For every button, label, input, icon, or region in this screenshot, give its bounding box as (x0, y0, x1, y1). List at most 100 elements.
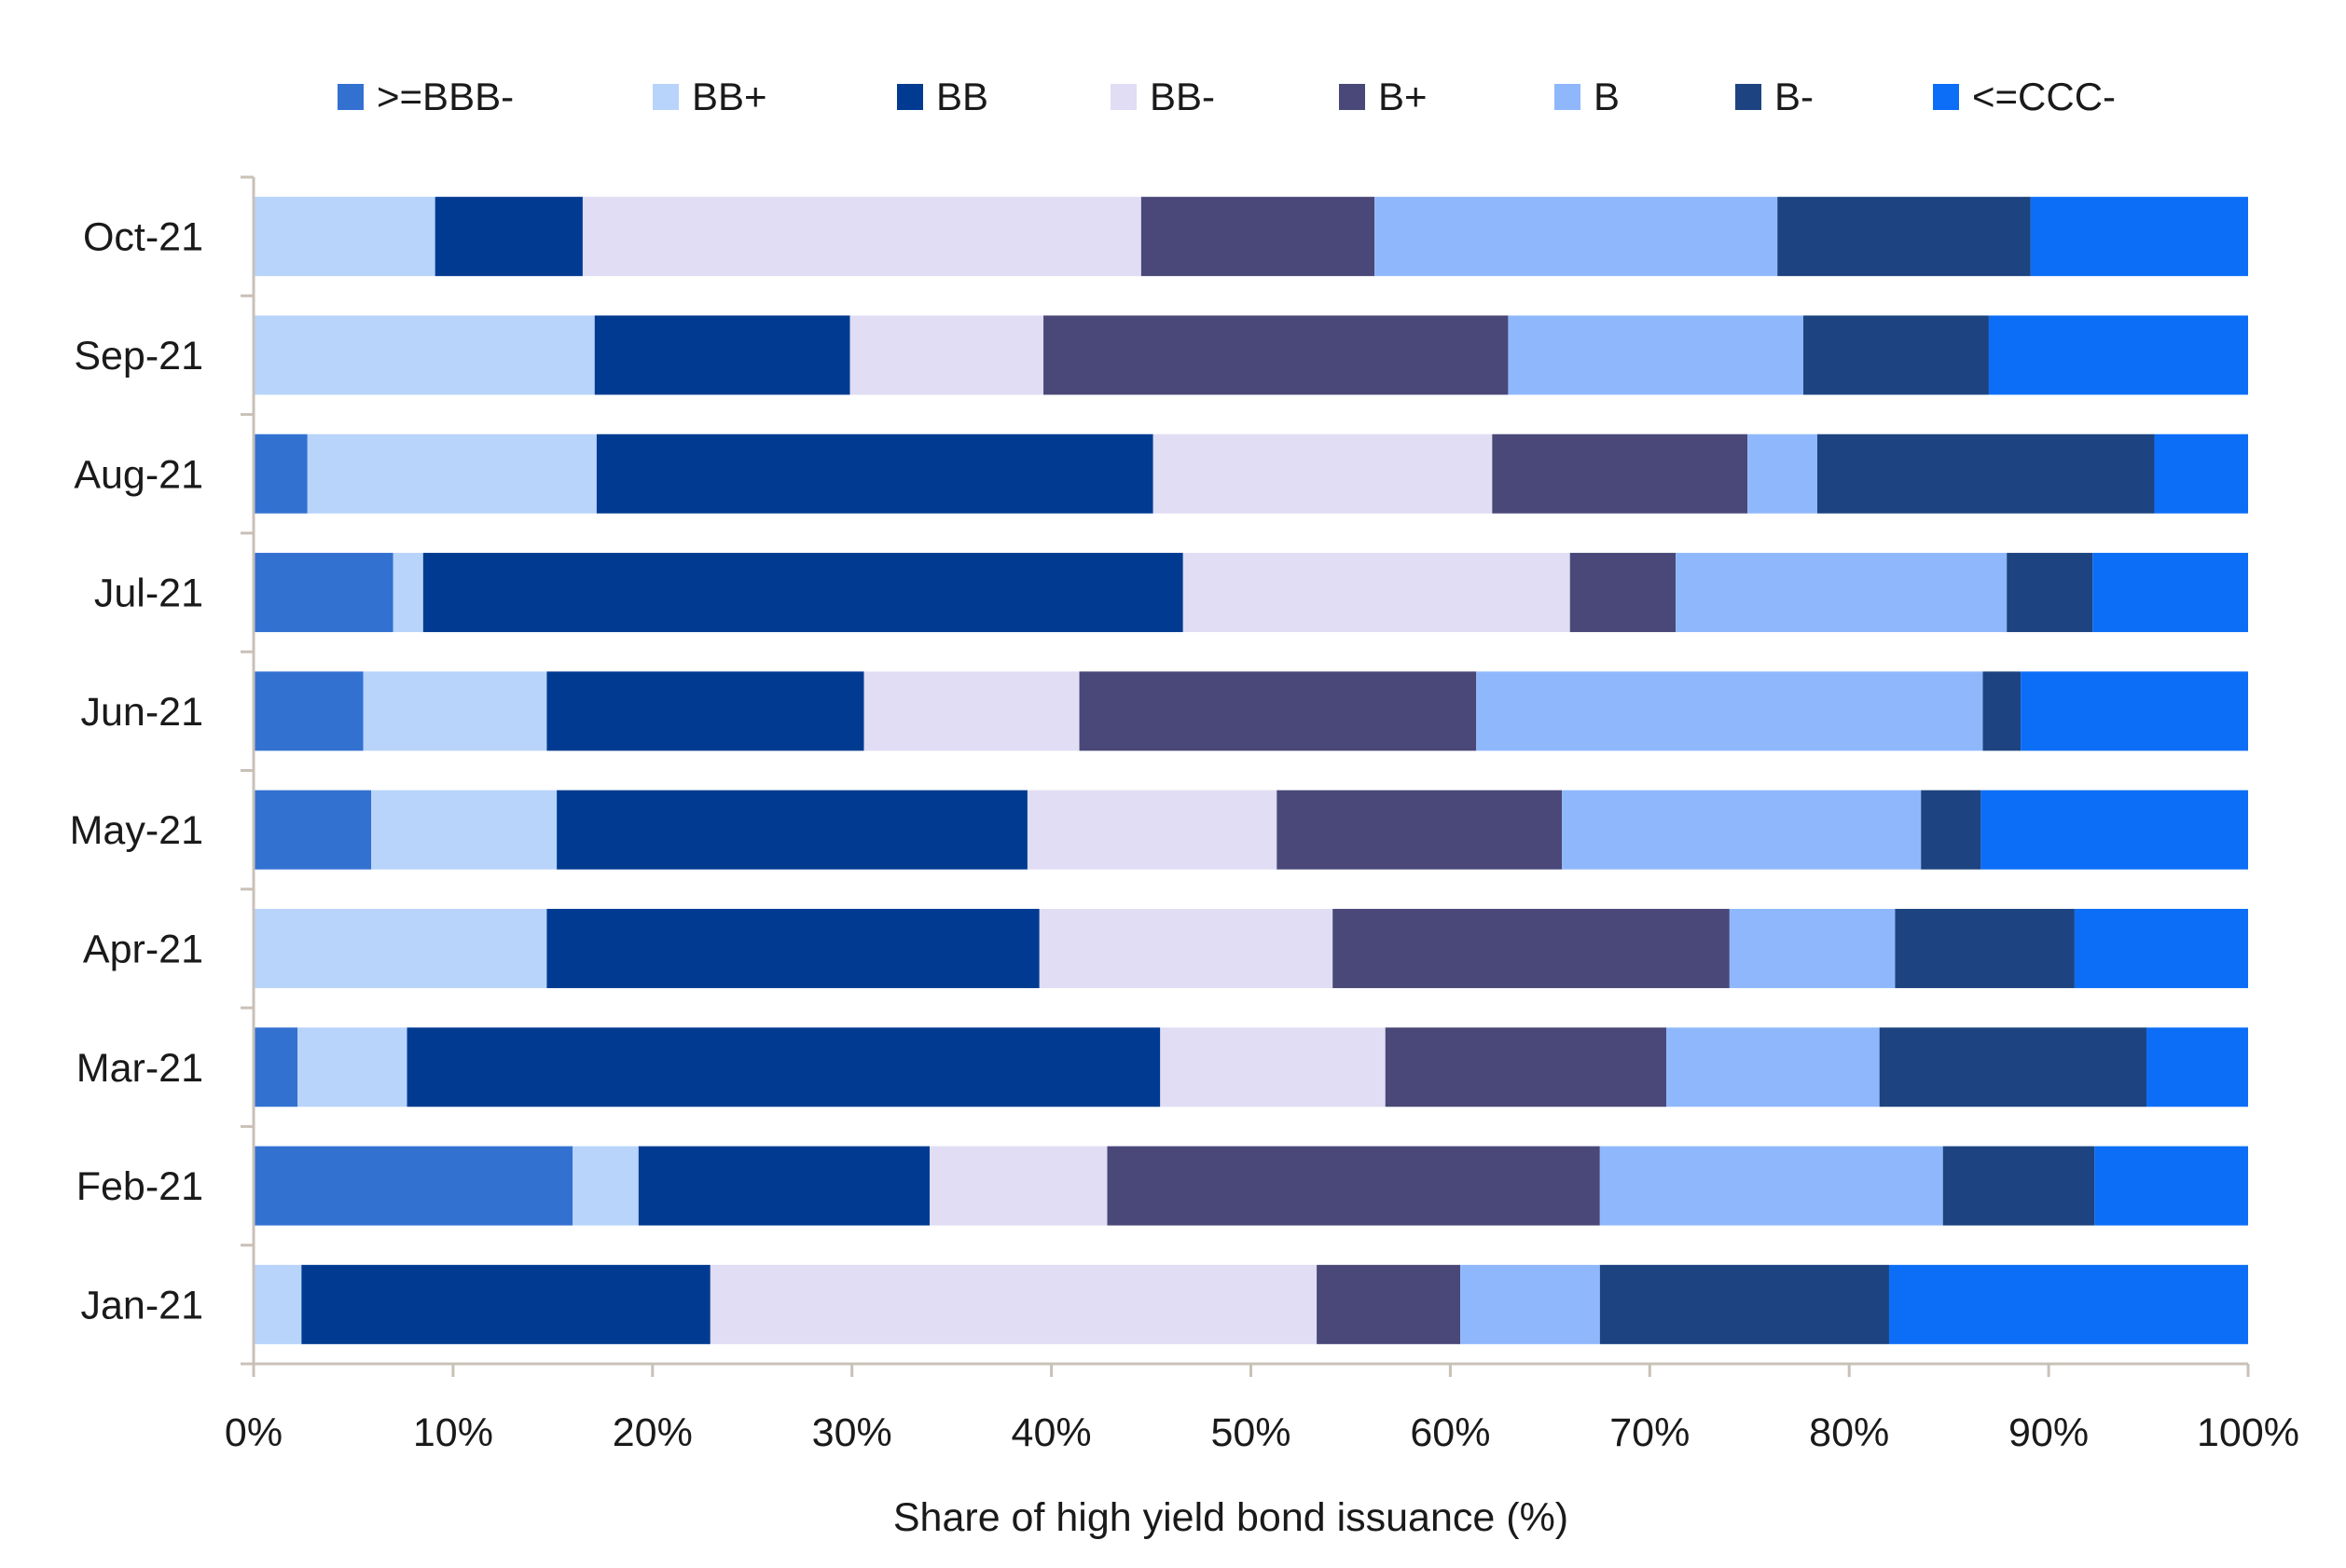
bar-segment (1569, 553, 1677, 633)
bar-segment (1027, 790, 1277, 870)
bar-segment (1374, 197, 1778, 277)
bar-segment (546, 908, 1040, 988)
category-label: Oct-21 (83, 215, 203, 260)
legend-swatch (1111, 84, 1137, 110)
bar-segment (254, 315, 595, 395)
bar-segment (254, 908, 547, 988)
bar-segment (307, 433, 597, 514)
bar-segment (1107, 1146, 1600, 1226)
bar-segment (849, 315, 1044, 395)
bar-segment (1182, 553, 1570, 633)
bar-segment (371, 790, 558, 870)
bar-segment (710, 1264, 1318, 1344)
bar-segment (546, 671, 864, 751)
bar-segment (2154, 433, 2248, 514)
x-tick-label: 30% (812, 1410, 892, 1455)
x-tick-label: 60% (1410, 1410, 1490, 1455)
legend-swatch (338, 84, 364, 110)
legend-label: <=CCC- (1972, 75, 2116, 118)
bar-segment (863, 671, 1080, 751)
bar-segment (1492, 433, 1748, 514)
bar-segment (596, 433, 1153, 514)
labels: Jan-21 Feb-21 Mar-21 Apr-21 May-21 Jun-21 Jul-… (70, 215, 2299, 1455)
category-label: Jul-21 (94, 571, 203, 616)
bar-segment (1676, 553, 2008, 633)
bar-segment (2007, 553, 2093, 633)
bar-segment (638, 1146, 931, 1226)
bar-segment (930, 1146, 1108, 1226)
legend-label: BB+ (692, 75, 767, 118)
bar-segment (1140, 197, 1375, 277)
legend-swatch (1339, 84, 1365, 110)
legend-swatch (897, 84, 923, 110)
bar-segment (1747, 433, 1817, 514)
bar-segment (1332, 908, 1730, 988)
bar-segment (1729, 908, 1896, 988)
bar-segment (1888, 1264, 2248, 1344)
bar-segment (1152, 433, 1493, 514)
bar-segment (1921, 790, 1981, 870)
bar-segment (1816, 433, 2155, 514)
bar-segment (1980, 790, 2248, 870)
bar-segment (1079, 671, 1477, 751)
bar-segment (1317, 1264, 1461, 1344)
bar-segment (557, 790, 1028, 870)
bar-segment (594, 315, 850, 395)
bar-segment (2030, 197, 2248, 277)
bar-segment (393, 553, 423, 633)
bar-segment (1803, 315, 1989, 395)
bar-segment (2074, 908, 2248, 988)
legend-swatch (1554, 84, 1580, 110)
bar-segment (435, 197, 583, 277)
axes (241, 175, 2250, 1377)
bar-segment (254, 433, 308, 514)
bar-segment (254, 1027, 298, 1107)
legend-label: BB- (1150, 75, 1215, 118)
bar-segment (1043, 315, 1509, 395)
bar-segment (1666, 1027, 1880, 1107)
bar-segment (2146, 1027, 2248, 1107)
legend-swatch (653, 84, 679, 110)
x-axis-title: Share of high yield bond issuance (%) (893, 1495, 1568, 1540)
bar-segment (1276, 790, 1563, 870)
bar-segment (254, 1264, 302, 1344)
legend-label: BB (936, 75, 988, 118)
x-tick-label: 10% (413, 1410, 493, 1455)
x-tick-label: 0% (225, 1410, 283, 1455)
bar-segment (1777, 197, 2031, 277)
bar-segment (363, 671, 547, 751)
bar-segment (1508, 315, 1803, 395)
bar-segment (1562, 790, 1922, 870)
bar-segment (301, 1264, 711, 1344)
x-tick-label: 100% (2197, 1410, 2299, 1455)
bar-segment (1942, 1146, 2095, 1226)
category-label: Sep-21 (74, 334, 203, 378)
bar-segment (1476, 671, 1983, 751)
legend-label: B+ (1378, 75, 1428, 118)
x-tick-label: 50% (1210, 1410, 1290, 1455)
bar-segment (407, 1027, 1161, 1107)
x-tick-label: 70% (1609, 1410, 1690, 1455)
bars (254, 197, 2248, 1344)
legend-label: B- (1774, 75, 1814, 118)
bar-segment (1895, 908, 2075, 988)
bar-segment (2094, 1146, 2248, 1226)
bar-segment (2021, 671, 2248, 751)
x-tick-label: 40% (1012, 1410, 1092, 1455)
bar-segment (254, 671, 364, 751)
legend-label: >=BBB- (377, 75, 514, 118)
legend-swatch (1933, 84, 1959, 110)
bar-segment (1599, 1146, 1943, 1226)
bar-segment (1599, 1264, 1889, 1344)
bar-segment (1385, 1027, 1667, 1107)
bar-segment (1982, 671, 2022, 751)
bar-segment (1160, 1027, 1386, 1107)
bar-segment (2092, 553, 2248, 633)
bar-segment (254, 553, 393, 633)
category-label: Mar-21 (76, 1046, 203, 1091)
category-label: Jan-21 (81, 1283, 203, 1327)
bar-segment (254, 790, 372, 870)
bar-segment (422, 553, 1183, 633)
category-label: May-21 (70, 808, 203, 853)
